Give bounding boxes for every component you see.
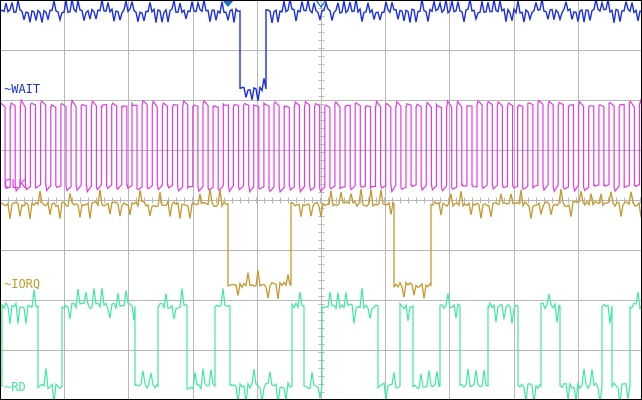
trace-clk: [0, 98, 642, 194]
time-reference-marker-icon: [315, 0, 327, 9]
channel-label-iorq: ~IORQ: [4, 277, 40, 291]
trace-rd: [0, 288, 642, 400]
channel-label-wait: ~WAIT: [4, 82, 40, 96]
channel-labels: ~WAIT CLK ~IORQ ~RD: [4, 82, 40, 394]
channel-label-rd: ~RD: [4, 380, 26, 394]
trigger-position-marker-icon: [222, 0, 234, 7]
trigger-markers: [222, 0, 327, 9]
channel-label-clk: CLK: [4, 177, 26, 191]
trace-iorq: [0, 189, 642, 300]
trace-wait: [0, 0, 642, 101]
